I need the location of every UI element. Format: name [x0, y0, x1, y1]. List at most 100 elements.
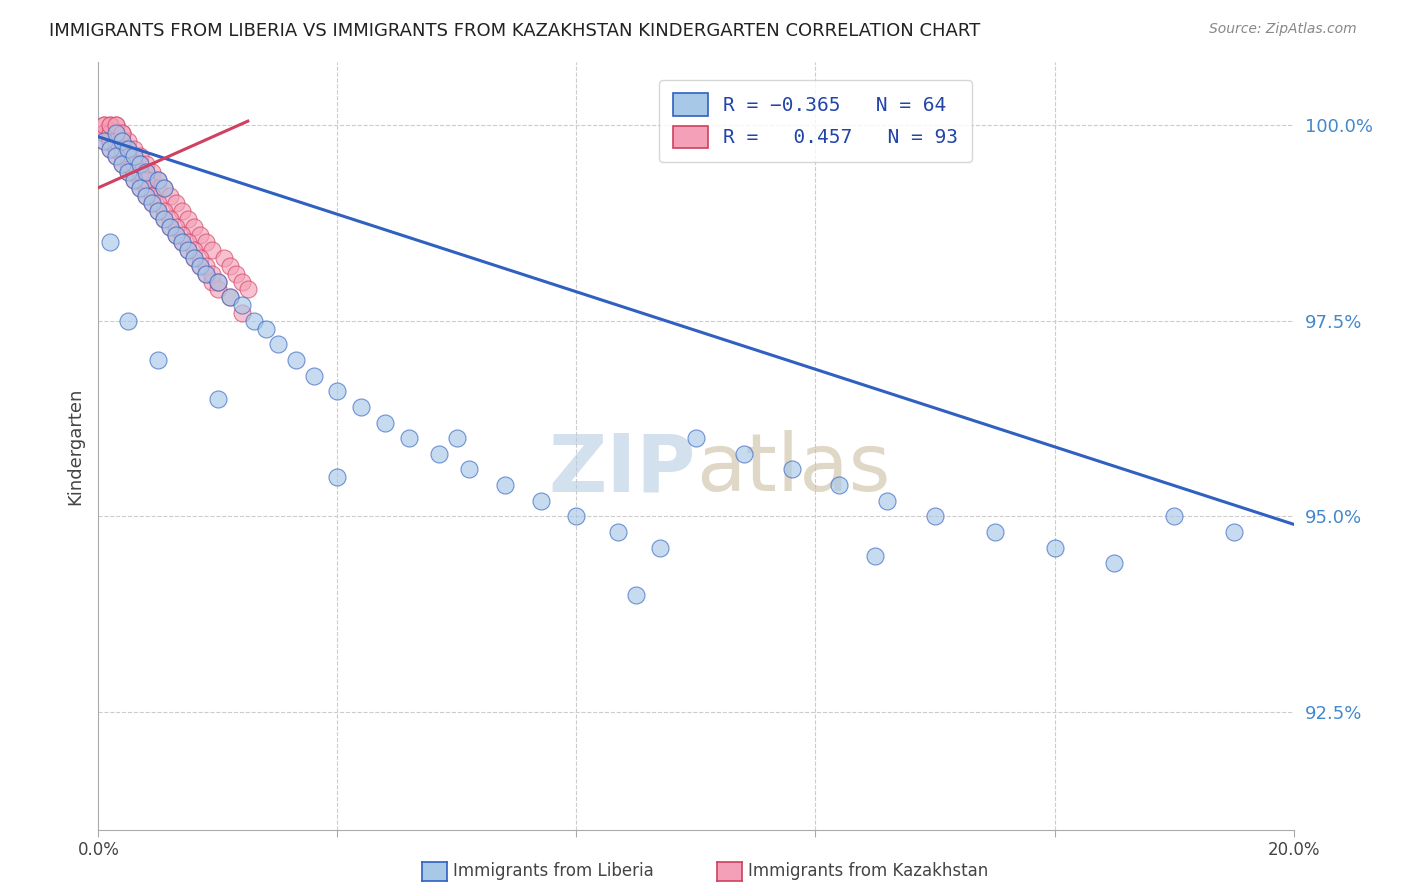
Point: [111, 142, 134, 156]
Point: [201, 267, 224, 281]
Point: [165, 196, 187, 211]
Point: [446, 431, 468, 445]
Point: [876, 493, 898, 508]
Point: [172, 235, 194, 250]
Point: [93, 126, 115, 140]
Point: [1104, 557, 1126, 571]
Text: Immigrants from Kazakhstan: Immigrants from Kazakhstan: [748, 863, 988, 880]
Point: [129, 157, 152, 171]
Point: [117, 149, 139, 163]
Point: [1043, 541, 1066, 555]
Point: [172, 235, 194, 250]
Point: [201, 275, 224, 289]
Point: [148, 352, 170, 367]
Point: [183, 251, 205, 265]
Point: [98, 142, 122, 156]
Point: [98, 235, 122, 250]
Point: [98, 126, 122, 140]
Point: [177, 244, 200, 258]
Point: [111, 142, 134, 156]
Point: [188, 227, 211, 242]
Point: [124, 165, 146, 179]
Point: [326, 384, 349, 399]
Point: [685, 431, 707, 445]
Point: [148, 180, 170, 194]
Point: [195, 267, 218, 281]
Point: [111, 134, 134, 148]
Point: [148, 196, 170, 211]
Point: [93, 118, 115, 132]
Point: [111, 157, 134, 171]
Point: [165, 219, 187, 234]
Point: [159, 219, 181, 234]
Point: [326, 470, 349, 484]
Point: [124, 173, 146, 187]
Point: [195, 267, 218, 281]
Point: [183, 251, 205, 265]
Point: [828, 478, 851, 492]
Point: [219, 290, 242, 304]
Point: [183, 244, 205, 258]
Point: [111, 134, 134, 148]
Point: [183, 219, 205, 234]
Point: [105, 142, 128, 156]
Point: [105, 118, 128, 132]
Point: [129, 173, 152, 187]
Point: [733, 447, 755, 461]
Point: [159, 212, 181, 227]
Legend: R = −0.365   N = 64, R =   0.457   N = 93: R = −0.365 N = 64, R = 0.457 N = 93: [659, 79, 972, 161]
Point: [153, 180, 176, 194]
Point: [494, 478, 516, 492]
Point: [153, 212, 176, 227]
Point: [105, 149, 128, 163]
Point: [117, 314, 139, 328]
Point: [129, 180, 152, 194]
Point: [117, 165, 139, 179]
Point: [129, 180, 152, 194]
Point: [124, 149, 146, 163]
Point: [135, 165, 157, 179]
Point: [105, 134, 128, 148]
Point: [105, 149, 128, 163]
Point: [212, 251, 235, 265]
Point: [124, 149, 146, 163]
Point: [219, 290, 242, 304]
Point: [141, 196, 163, 211]
Point: [153, 180, 176, 194]
Point: [117, 157, 139, 171]
Point: [153, 204, 176, 219]
Text: IMMIGRANTS FROM LIBERIA VS IMMIGRANTS FROM KAZAKHSTAN KINDERGARTEN CORRELATION C: IMMIGRANTS FROM LIBERIA VS IMMIGRANTS FR…: [49, 22, 980, 40]
Point: [207, 275, 229, 289]
Point: [172, 204, 194, 219]
Point: [165, 227, 187, 242]
Point: [135, 173, 157, 187]
Point: [207, 392, 229, 406]
Point: [398, 431, 420, 445]
Point: [141, 188, 163, 202]
Point: [148, 173, 170, 187]
Point: [254, 321, 277, 335]
Point: [1223, 525, 1246, 540]
Point: [243, 314, 266, 328]
Point: [93, 134, 115, 148]
Point: [117, 149, 139, 163]
Point: [207, 275, 229, 289]
Point: [427, 447, 450, 461]
Point: [111, 149, 134, 163]
Point: [188, 251, 211, 265]
Point: [231, 275, 253, 289]
Point: [284, 352, 307, 367]
Point: [626, 588, 648, 602]
Point: [159, 188, 181, 202]
Point: [98, 134, 122, 148]
Point: [141, 196, 163, 211]
Point: [172, 227, 194, 242]
Point: [148, 204, 170, 219]
Point: [188, 259, 211, 273]
Point: [117, 142, 139, 156]
Point: [159, 219, 181, 234]
Point: [105, 126, 128, 140]
Text: ZIP: ZIP: [548, 430, 696, 508]
Point: [111, 126, 134, 140]
Point: [302, 368, 325, 383]
